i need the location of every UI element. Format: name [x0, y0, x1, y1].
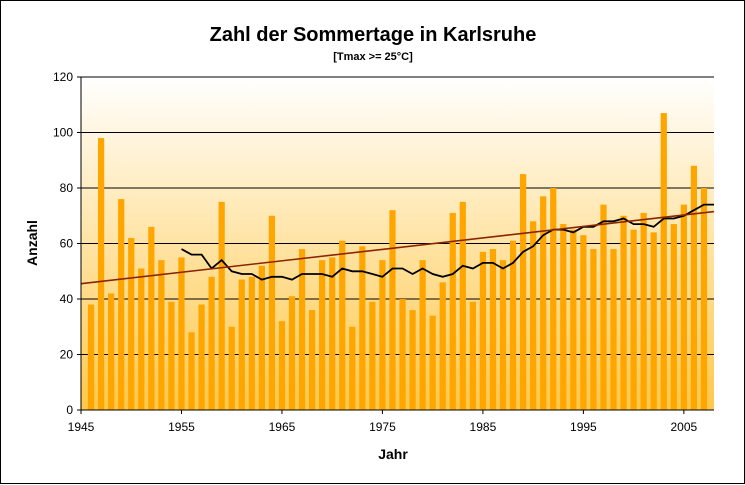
y-tick-label: 40 [60, 292, 74, 306]
x-tick-label: 1985 [470, 420, 497, 434]
bar [690, 165, 698, 410]
bar [208, 276, 215, 410]
moving-average-line [181, 203, 714, 281]
bar [349, 326, 356, 410]
y-axis-label: Anzahl [24, 220, 40, 266]
bar [439, 282, 446, 410]
bar [168, 301, 175, 410]
bar [178, 257, 185, 410]
bar [238, 279, 245, 410]
bar [620, 215, 627, 410]
x-tick-label: 1995 [570, 420, 597, 434]
bar [138, 268, 145, 410]
bar [570, 229, 577, 410]
bar [479, 251, 487, 410]
bar [509, 240, 517, 410]
bar [278, 321, 286, 410]
bar [429, 315, 436, 410]
bar [640, 212, 647, 410]
bar [670, 224, 677, 410]
bar [389, 210, 396, 410]
bar [650, 232, 657, 410]
bar [540, 196, 547, 410]
chart-subtitle: [Tmax >= 25°C] [333, 51, 413, 63]
x-tick-label: 2005 [671, 420, 698, 434]
bar [379, 260, 386, 410]
bar [580, 235, 587, 410]
bar [469, 301, 476, 410]
x-tick-label: 1975 [369, 420, 396, 434]
y-tick-label: 120 [53, 70, 73, 84]
bar [97, 138, 105, 411]
y-tick-label: 20 [60, 348, 74, 362]
x-tick-label: 1965 [269, 420, 296, 434]
chart-title: Zahl der Sommertage in Karlsruhe [210, 24, 537, 46]
bar [459, 201, 466, 410]
x-tick-label: 1955 [168, 420, 195, 434]
x-tick-label: 1945 [68, 420, 95, 434]
bar [228, 326, 235, 410]
bar [630, 229, 637, 410]
trend-line [80, 210, 715, 285]
bar [248, 276, 255, 410]
y-tick-label: 0 [66, 403, 73, 417]
bar [560, 224, 567, 410]
bar [600, 204, 607, 410]
bar [158, 260, 165, 410]
bar [530, 221, 537, 410]
bar [288, 296, 296, 410]
bar [319, 260, 326, 410]
bar [198, 304, 205, 410]
bar [550, 188, 557, 410]
bar [419, 260, 426, 410]
bar [369, 301, 376, 410]
bar [298, 249, 306, 410]
bar [108, 293, 115, 410]
bar [660, 113, 667, 410]
bar [218, 201, 225, 410]
bar [268, 215, 276, 410]
plot-area: 0 20 40 60 80 100 120 1945 1955 1965 1975 1985 1995 2… [53, 70, 715, 434]
bar [339, 240, 346, 410]
bar [258, 265, 265, 410]
bar [359, 246, 366, 410]
y-tick-label: 60 [60, 237, 74, 251]
bar [128, 237, 135, 410]
bar [610, 249, 617, 410]
y-tick-label: 80 [60, 181, 74, 195]
bar [700, 188, 708, 410]
bar [148, 226, 155, 410]
bar [87, 304, 95, 410]
bar [409, 310, 416, 410]
bar [590, 249, 597, 410]
bar [499, 260, 507, 410]
bar [188, 332, 195, 410]
x-axis-label: Jahr [378, 446, 408, 462]
bar [680, 204, 687, 410]
bar [449, 212, 456, 410]
bar [519, 174, 527, 410]
bar [308, 310, 316, 410]
bar [118, 199, 125, 410]
y-tick-label: 100 [53, 126, 73, 140]
bar [399, 299, 406, 410]
bar [329, 257, 336, 410]
bar [489, 249, 497, 410]
